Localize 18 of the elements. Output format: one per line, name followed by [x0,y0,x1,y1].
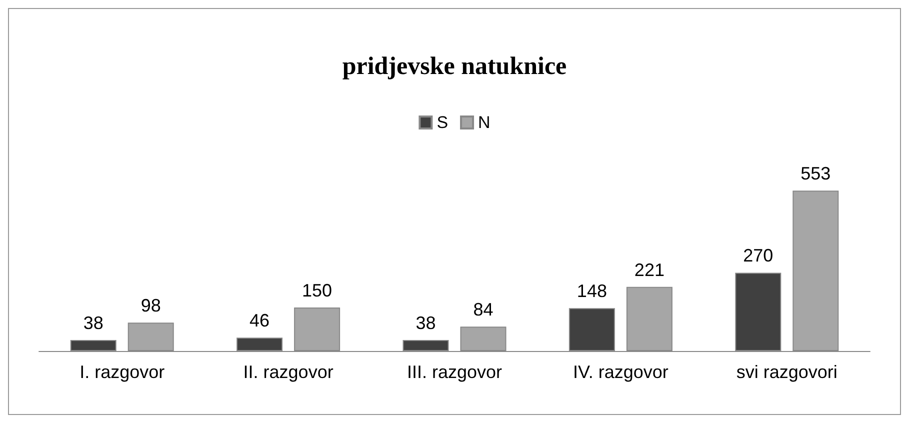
data-label: 38 [416,312,436,333]
legend-label: S [436,113,448,132]
data-label: 38 [83,312,104,333]
data-label: 84 [473,300,494,320]
chart-title: pridjevske natuknice [342,53,567,80]
x-tick-label: svi razgovori [736,362,838,382]
x-tick-label: III. razgovor [406,362,502,382]
data-label: 553 [800,164,831,184]
data-label: 148 [576,281,607,302]
data-label: 46 [250,310,270,331]
data-label: 221 [634,260,664,280]
legend-label: N [478,113,490,132]
x-tick-label: I. razgovor [80,362,165,382]
x-tick-label: II. razgovor [243,362,334,382]
x-tick-label: IV. razgovor [573,362,668,382]
data-label: 150 [302,280,332,300]
data-label: 98 [140,296,161,316]
data-label: 270 [743,246,774,266]
